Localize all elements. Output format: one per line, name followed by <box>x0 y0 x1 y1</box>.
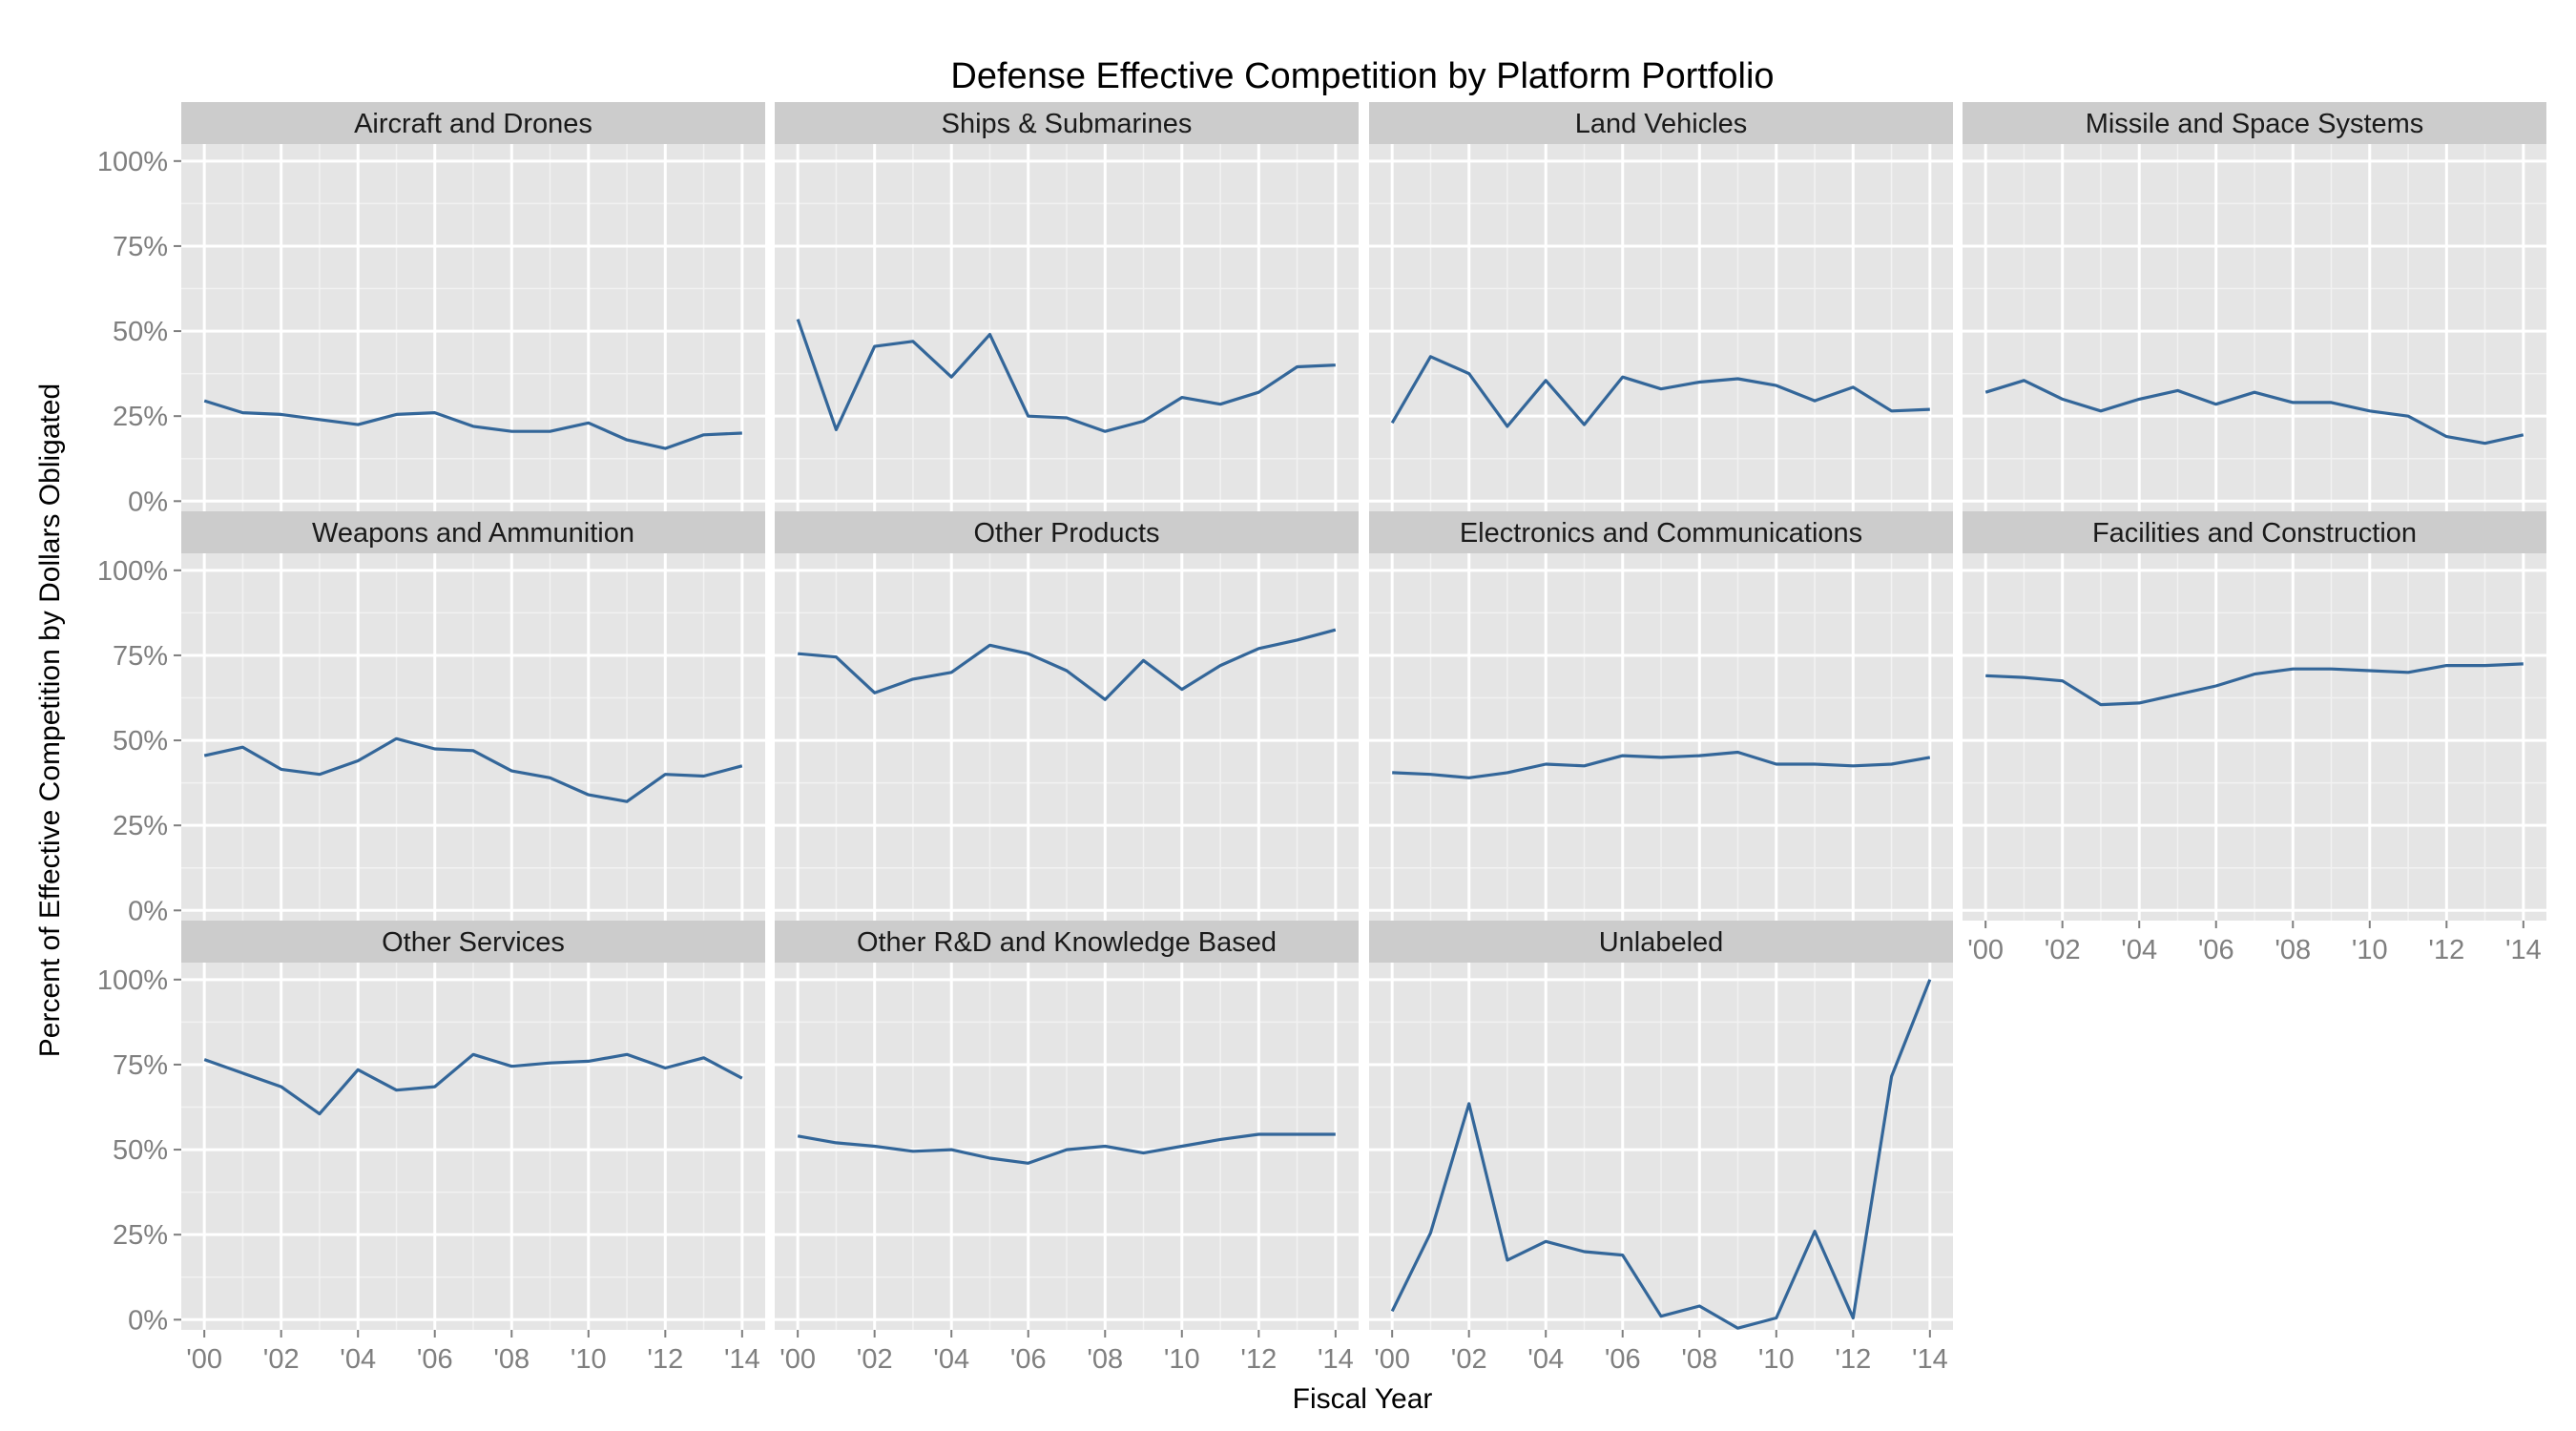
y-tick-label: 25% <box>113 1220 168 1251</box>
chart-title: Defense Effective Competition by Platfor… <box>950 56 1774 96</box>
facet-strip <box>775 102 1359 144</box>
x-tick-label: '10 <box>571 1344 607 1375</box>
y-tick-label: 50% <box>113 317 168 347</box>
facet-panel: Weapons and Ammunition 0% 25% 50% 75% 100% <box>97 511 765 926</box>
x-tick-label: '00 <box>186 1344 222 1375</box>
facet-panel: Unlabeled '00 '02 '04 '06 '08 '10 '12 '14 <box>1369 921 1953 1375</box>
x-tick-label: '04 <box>1527 1344 1564 1375</box>
facet-strip <box>1963 102 2546 144</box>
y-tick-label: 0% <box>128 1305 168 1336</box>
facet-panel: Electronics and Communications <box>1369 511 1953 921</box>
facet-strip-label: Electronics and Communications <box>1460 518 1862 549</box>
series-line <box>1984 379 2524 446</box>
y-tick-label: 75% <box>113 232 168 262</box>
facet-panel: Land Vehicles <box>1369 102 1953 511</box>
facet-strip-label: Other R&D and Knowledge Based <box>857 927 1277 958</box>
x-tick-label: '14 <box>1912 1344 1948 1375</box>
x-tick-label: '12 <box>1240 1344 1277 1375</box>
x-tick-label: '04 <box>2121 935 2157 965</box>
y-tick-label: 100% <box>97 147 168 177</box>
facet-strip-label: Other Products <box>973 518 1159 549</box>
facet-panel: Other Services 0% 25% 50% 75% 100% '00 '02 '04 '0… <box>97 921 765 1375</box>
x-tick-label: '08 <box>2275 935 2311 965</box>
y-axis-title: Percent of Effective Competition by Doll… <box>34 384 66 1057</box>
x-tick-label: '02 <box>2045 935 2081 965</box>
y-tick-label: 50% <box>113 726 168 757</box>
facet-strip <box>1369 102 1953 144</box>
facet-panel: Ships & Submarines <box>775 102 1359 511</box>
series-line <box>798 628 1337 701</box>
x-tick-label: '12 <box>2428 935 2464 965</box>
x-tick-label: '00 <box>1374 1344 1410 1375</box>
facet-strip-label: Other Services <box>382 927 565 958</box>
x-tick-label: '06 <box>417 1344 453 1375</box>
y-tick-label: 0% <box>128 487 168 517</box>
facet-strip <box>1369 921 1953 963</box>
x-tick-label: '00 <box>1967 935 2004 965</box>
x-tick-label: '06 <box>1010 1344 1047 1375</box>
series-line <box>203 399 742 450</box>
x-tick-label: '04 <box>340 1344 376 1375</box>
facet-strip <box>181 921 765 963</box>
x-tick-label: '10 <box>1758 1344 1795 1375</box>
x-tick-label: '02 <box>263 1344 300 1375</box>
x-tick-label: '08 <box>1087 1344 1123 1375</box>
facet-panel: Aircraft and Drones 0% 25% 50% 75% 100% <box>97 102 765 517</box>
facet-panels: Aircraft and Drones 0% 25% 50% 75% 100% Ships … <box>97 102 2546 1375</box>
facet-strip <box>1963 511 2546 553</box>
x-tick-label: '12 <box>1835 1344 1871 1375</box>
y-tick-label: 75% <box>113 641 168 672</box>
x-tick-label: '02 <box>1451 1344 1487 1375</box>
facet-panel: Other R&D and Knowledge Based '00 '02 '04 '0… <box>775 921 1359 1375</box>
x-tick-label: '08 <box>1681 1344 1717 1375</box>
series-line <box>1390 355 1930 428</box>
facet-strip-label: Ships & Submarines <box>942 109 1193 139</box>
facet-panel: Other Products <box>775 511 1359 921</box>
facet-strip <box>1369 511 1953 553</box>
x-tick-label: '02 <box>857 1344 893 1375</box>
x-tick-label: '06 <box>2198 935 2234 965</box>
series-line <box>203 1052 743 1116</box>
y-tick-label: 100% <box>97 556 168 587</box>
facet-strip <box>181 511 765 553</box>
x-tick-label: '14 <box>724 1344 760 1375</box>
x-axis-title: Fiscal Year <box>1293 1383 1433 1415</box>
facet-strip-label: Aircraft and Drones <box>354 109 592 139</box>
y-tick-label: 0% <box>128 896 168 926</box>
series-line <box>1985 662 2524 707</box>
facet-strip-label: Weapons and Ammunition <box>312 518 634 549</box>
x-tick-label: '10 <box>2352 935 2388 965</box>
series-line <box>796 319 1336 433</box>
facet-strip <box>181 102 765 144</box>
x-tick-label: '12 <box>647 1344 683 1375</box>
y-tick-label: 25% <box>113 402 168 432</box>
series-line <box>1392 750 1931 779</box>
facet-panel: Facilities and Construction '00 '02 '04 '06 '… <box>1963 511 2546 965</box>
facet-strip <box>775 511 1359 553</box>
y-tick-label: 25% <box>113 811 168 841</box>
x-tick-label: '08 <box>493 1344 530 1375</box>
y-tick-label: 100% <box>97 965 168 996</box>
facet-strip-label: Land Vehicles <box>1575 109 1748 139</box>
series-line <box>203 736 743 803</box>
y-tick-label: 75% <box>113 1050 168 1081</box>
facet-strip-label: Missile and Space Systems <box>2086 109 2424 139</box>
x-tick-label: '06 <box>1605 1344 1641 1375</box>
x-tick-label: '00 <box>779 1344 816 1375</box>
series-line <box>1390 979 1932 1330</box>
x-tick-label: '04 <box>933 1344 969 1375</box>
x-tick-label: '10 <box>1164 1344 1200 1375</box>
x-tick-label: '14 <box>2505 935 2542 965</box>
facet-panel: Missile and Space Systems <box>1963 102 2546 511</box>
series-line <box>797 1132 1336 1165</box>
y-tick-label: 50% <box>113 1135 168 1166</box>
x-tick-label: '14 <box>1318 1344 1354 1375</box>
facet-strip-label: Facilities and Construction <box>2092 518 2417 549</box>
facet-strip <box>775 921 1359 963</box>
facet-strip-label: Unlabeled <box>1599 927 1724 958</box>
